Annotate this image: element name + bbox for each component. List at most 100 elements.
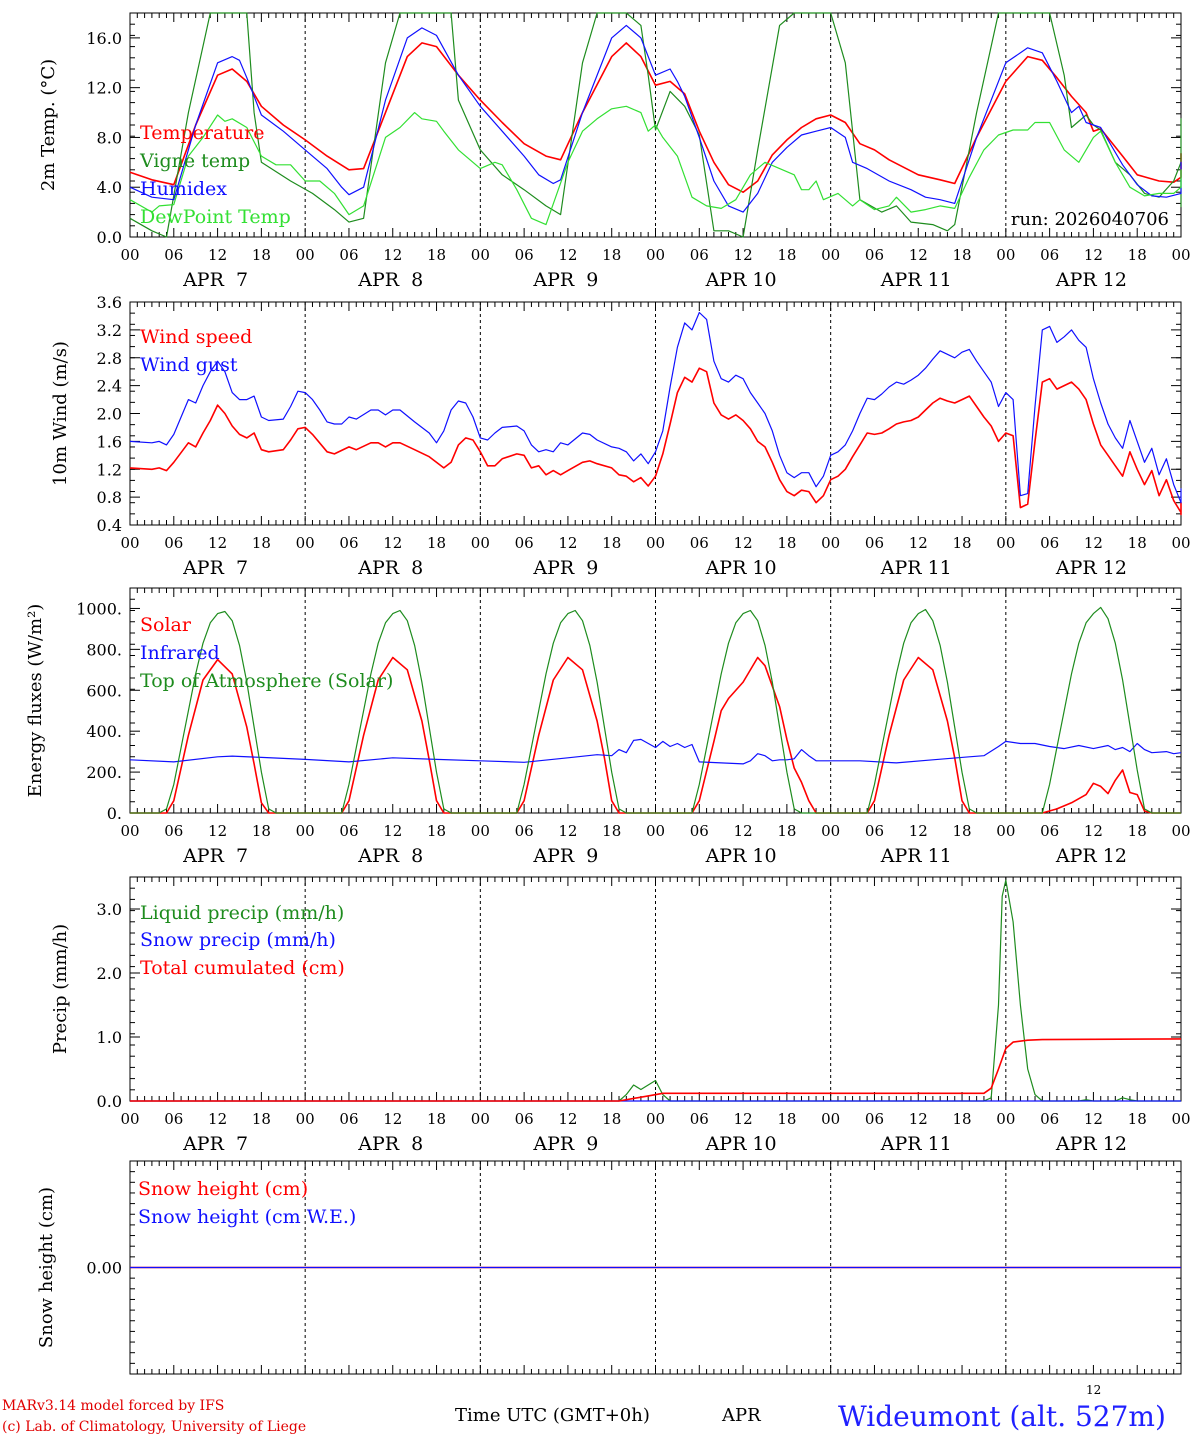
x-hour-label: 06 — [1040, 822, 1059, 840]
x-day-label: APR 12 — [1055, 269, 1127, 291]
y-tick-label: 0.0 — [97, 1092, 122, 1111]
x-hour-label: 00 — [646, 534, 665, 552]
x-hour-label: 00 — [996, 822, 1015, 840]
x-hour-label: 18 — [1128, 822, 1147, 840]
x-hour-label: 12 — [208, 246, 227, 264]
x-hour-label: 00 — [1171, 246, 1190, 264]
x-hour-label: 00 — [821, 246, 840, 264]
x-hour-label: 12 — [1084, 822, 1103, 840]
x-hour-label: 00 — [296, 246, 315, 264]
x-hour-label: 00 — [471, 822, 490, 840]
series-line-wind-gust — [129, 311, 1182, 504]
x-hour-label: 18 — [602, 1110, 621, 1128]
x-hour-label: 18 — [602, 246, 621, 264]
y-tick-label: 3.2 — [97, 321, 122, 340]
x-day-label: APR 9 — [532, 557, 598, 579]
x-hour-label: 18 — [1128, 534, 1147, 552]
y-tick-label: 200. — [86, 763, 122, 782]
y-tick-label: 2.8 — [97, 349, 122, 368]
series-line-humidex — [129, 24, 1182, 213]
x-hour-label: 18 — [427, 1110, 446, 1128]
legend-entry: Solar — [140, 614, 192, 636]
x-hour-label: 00 — [646, 246, 665, 264]
x-hour-label: 12 — [1084, 1110, 1103, 1128]
y-tick-label: 400. — [86, 722, 122, 741]
x-hour-label: 00 — [296, 534, 315, 552]
x-hour-label: 06 — [339, 246, 358, 264]
x-hour-label: 00 — [471, 534, 490, 552]
x-hour-label: 18 — [427, 822, 446, 840]
x-hour-label: 06 — [690, 246, 709, 264]
x-axis-year-tick: 12 — [1086, 1383, 1102, 1397]
y-tick-label: 12.0 — [86, 79, 122, 98]
x-hour-label: 12 — [558, 822, 577, 840]
y-tick-label: 1.6 — [97, 432, 122, 451]
x-axis-title: Time UTC (GMT+0h) — [455, 1405, 650, 1426]
x-hour-label: 18 — [1128, 246, 1147, 264]
y-tick-label: 0.4 — [97, 516, 122, 535]
x-hour-label: 12 — [383, 246, 402, 264]
series-line-infrared — [129, 738, 1182, 765]
x-hour-label: 18 — [252, 534, 271, 552]
x-day-label: APR 10 — [705, 557, 777, 579]
y-tick-label: 600. — [86, 681, 122, 700]
x-hour-label: 00 — [120, 534, 139, 552]
panel-frame — [129, 301, 1182, 526]
x-hour-label: 06 — [865, 246, 884, 264]
x-hour-label: 18 — [427, 534, 446, 552]
legend-entry: Vigne temp — [139, 150, 250, 172]
y-axis-label: 10m Wind (m/s) — [50, 341, 71, 486]
x-hour-label: 06 — [865, 534, 884, 552]
y-tick-label: 3.6 — [97, 293, 122, 312]
x-hour-label: 18 — [777, 534, 796, 552]
x-hour-label: 12 — [909, 246, 928, 264]
lab-credit: (c) Lab. of Climatology, University of L… — [2, 1419, 307, 1435]
x-day-label: APR 11 — [880, 269, 952, 291]
legend-entry: Wind speed — [140, 326, 252, 348]
x-hour-label: 06 — [865, 822, 884, 840]
x-hour-label: 12 — [1084, 246, 1103, 264]
series-line-dewpoint-temp — [129, 105, 1182, 226]
y-axis-label: Energy fluxes (W/m²) — [25, 604, 46, 798]
y-axis-label: Snow height (cm) — [36, 1187, 57, 1348]
x-axis-month: APR — [722, 1405, 761, 1426]
y-tick-label: 8.0 — [97, 128, 122, 147]
y-tick-label: 3.0 — [97, 900, 122, 919]
x-hour-label: 12 — [383, 822, 402, 840]
station-name: Wideumont (alt. 527m) — [838, 1400, 1166, 1433]
y-tick-label: 0. — [107, 804, 122, 823]
x-hour-label: 12 — [558, 534, 577, 552]
x-hour-label: 18 — [952, 534, 971, 552]
x-day-label: APR 12 — [1055, 845, 1127, 867]
legend-entry: Total cumulated (cm) — [140, 957, 345, 979]
x-hour-label: 00 — [646, 1110, 665, 1128]
x-hour-label: 06 — [515, 246, 534, 264]
legend-entry: Infrared — [140, 642, 220, 664]
series-line-wind-speed — [129, 367, 1182, 516]
x-day-label: APR 11 — [880, 557, 952, 579]
x-hour-label: 12 — [734, 1110, 753, 1128]
x-hour-label: 06 — [339, 822, 358, 840]
x-hour-label: 06 — [690, 1110, 709, 1128]
x-day-label: APR 7 — [182, 269, 248, 291]
x-hour-label: 12 — [734, 246, 753, 264]
x-hour-label: 18 — [952, 246, 971, 264]
x-hour-label: 18 — [602, 822, 621, 840]
y-tick-label: 16.0 — [86, 29, 122, 48]
y-axis-label: Precip (mm/h) — [50, 924, 71, 1054]
x-day-label: APR 9 — [532, 269, 598, 291]
y-tick-label: 1.0 — [97, 1028, 122, 1047]
x-day-label: APR 9 — [532, 1133, 598, 1155]
x-hour-label: 06 — [164, 534, 183, 552]
x-hour-label: 06 — [515, 534, 534, 552]
x-hour-label: 06 — [164, 822, 183, 840]
x-day-label: APR 9 — [532, 845, 598, 867]
x-hour-label: 18 — [252, 246, 271, 264]
x-day-label: APR 7 — [182, 845, 248, 867]
x-hour-label: 12 — [909, 534, 928, 552]
x-hour-label: 00 — [996, 534, 1015, 552]
x-hour-label: 06 — [339, 1110, 358, 1128]
x-day-label: APR 8 — [357, 1133, 423, 1155]
x-hour-label: 00 — [996, 246, 1015, 264]
